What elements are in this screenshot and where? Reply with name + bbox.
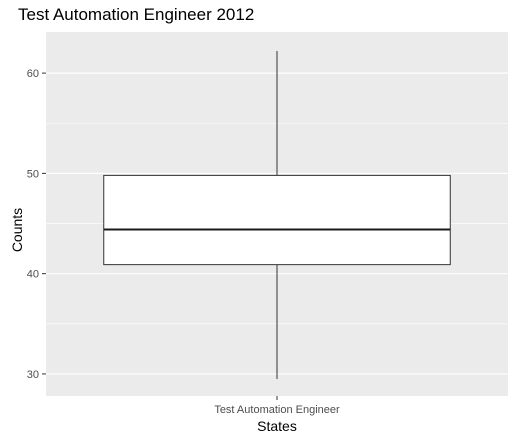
x-axis-ticks: Test Automation Engineer (214, 396, 340, 416)
box-marks (103, 51, 451, 379)
box-iqr (103, 174, 451, 266)
y-tick-label: 50 (27, 168, 39, 180)
x-tick-label: Test Automation Engineer (214, 404, 340, 416)
x-axis-label: States (257, 418, 297, 434)
y-tick-label: 30 (27, 369, 39, 381)
y-tick-label: 40 (27, 269, 39, 281)
y-axis-ticks: 30 40 50 60 (27, 68, 46, 381)
y-tick-label: 60 (27, 68, 39, 80)
chart-title: Test Automation Engineer 2012 (18, 5, 255, 24)
